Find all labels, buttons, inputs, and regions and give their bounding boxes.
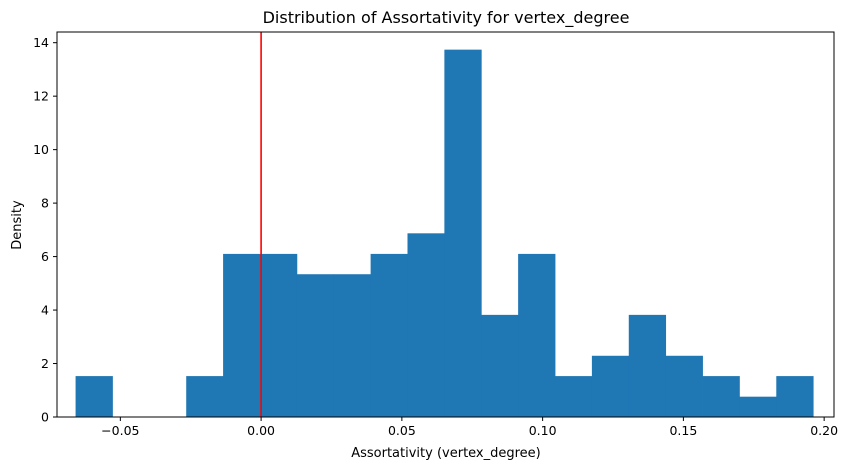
- histogram-bar: [259, 253, 298, 417]
- y-tick-label: 10: [33, 142, 49, 157]
- histogram-bar: [296, 274, 335, 417]
- histogram-bar: [591, 355, 630, 417]
- chart-title: Distribution of Assortativity for vertex…: [263, 8, 630, 28]
- y-tick-label: 4: [41, 303, 49, 318]
- y-tick-label: 8: [41, 196, 49, 211]
- histogram-bar: [776, 376, 814, 417]
- x-tick-label: 0.05: [388, 423, 416, 438]
- y-axis-label: Density: [10, 200, 25, 250]
- y-tick-label: 0: [41, 410, 49, 425]
- histogram-bar: [481, 314, 519, 417]
- histogram-bars: [75, 49, 814, 417]
- x-axis-ticks: −0.05 0.00 0.05 0.10 0.15 0.20: [101, 417, 838, 438]
- y-axis-ticks: 0 2 4 6 8 10 12 14: [33, 35, 57, 425]
- y-tick-label: 2: [41, 356, 49, 371]
- x-tick-label: −0.05: [101, 423, 139, 438]
- histogram-bar: [333, 274, 372, 417]
- y-tick-label: 14: [33, 35, 49, 50]
- histogram-bar: [407, 233, 445, 417]
- y-tick-label: 6: [41, 249, 49, 264]
- x-tick-label: 0.10: [529, 423, 557, 438]
- histogram-bar: [628, 314, 667, 417]
- histogram-bar: [702, 376, 740, 417]
- histogram-bar: [444, 49, 482, 417]
- x-tick-label: 0.00: [247, 423, 275, 438]
- histogram-bar: [223, 253, 261, 417]
- histogram-bar: [75, 376, 113, 417]
- x-tick-label: 0.15: [669, 423, 697, 438]
- histogram-bar: [555, 376, 593, 417]
- x-tick-label: 0.20: [810, 423, 838, 438]
- y-tick-label: 12: [33, 89, 49, 104]
- histogram-bar: [370, 253, 408, 417]
- histogram-bar: [518, 253, 556, 417]
- histogram-bar: [186, 376, 224, 417]
- histogram-bar: [739, 396, 777, 417]
- x-axis-label: Assortativity (vertex_degree): [351, 446, 541, 461]
- histogram-bar: [665, 355, 703, 417]
- plot-frame: [56, 31, 835, 418]
